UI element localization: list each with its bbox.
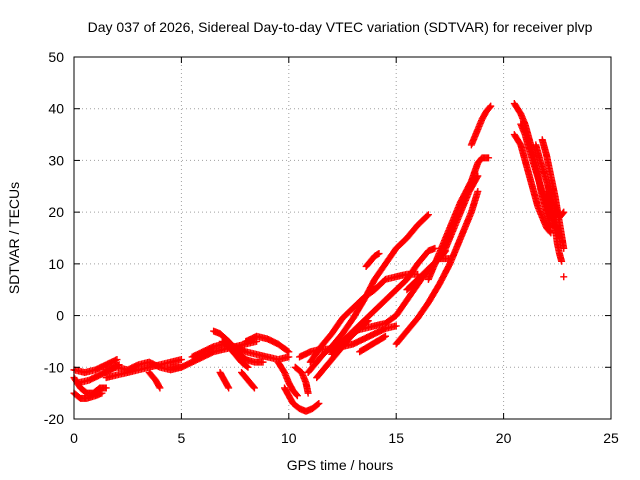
y-tick-label: 40 xyxy=(48,101,64,117)
x-tick-label: 15 xyxy=(388,430,404,446)
x-axis-label: GPS time / hours xyxy=(287,457,394,473)
plot-frame xyxy=(73,56,612,420)
series-arc-24 xyxy=(356,332,389,356)
series-arc-10 xyxy=(210,327,267,366)
series-arc-13 xyxy=(238,368,258,392)
data-point xyxy=(362,262,370,270)
series-arc-32 xyxy=(510,131,555,237)
data-point-sample xyxy=(314,400,322,408)
data-point-sample xyxy=(224,383,232,391)
data-points xyxy=(70,100,568,415)
data-point xyxy=(293,392,301,400)
data-point xyxy=(474,172,482,180)
data-point xyxy=(381,332,389,340)
data-point xyxy=(259,358,267,366)
data-point xyxy=(244,363,252,371)
y-tick-label: 10 xyxy=(48,256,64,272)
series-arc-37 xyxy=(560,273,568,281)
data-point-sample xyxy=(243,362,251,370)
data-point-sample xyxy=(363,261,371,269)
data-point xyxy=(250,384,258,392)
y-tick-label: 20 xyxy=(48,204,64,220)
series-arc-15 xyxy=(274,358,301,400)
data-point xyxy=(315,399,323,407)
data-point xyxy=(560,208,568,216)
data-point xyxy=(102,384,110,392)
data-point-sample xyxy=(423,212,431,220)
series-arc-07 xyxy=(145,368,164,392)
series-arc-17 xyxy=(291,363,312,397)
data-point xyxy=(560,244,568,252)
data-point-sample xyxy=(284,347,292,355)
x-tick-label: 25 xyxy=(603,430,619,446)
data-point-sample xyxy=(486,103,494,111)
series-arc-30 xyxy=(467,102,495,149)
data-point xyxy=(392,322,400,330)
data-point xyxy=(156,384,164,392)
x-tick-label: 0 xyxy=(70,430,78,446)
series-arc-22 xyxy=(328,244,439,358)
data-point-sample xyxy=(473,173,481,181)
series-arc-02 xyxy=(70,389,106,402)
series-arc-25 xyxy=(362,250,383,270)
series-arc-16 xyxy=(281,384,323,415)
data-point xyxy=(431,244,439,252)
axis-ticks xyxy=(73,56,612,420)
series-arc-36 xyxy=(543,187,566,265)
x-tick-label: 10 xyxy=(281,430,297,446)
y-tick-label: 50 xyxy=(48,49,64,65)
chart-title: Day 037 of 2026, Sidereal Day-to-day VTE… xyxy=(88,19,593,35)
series-arc-26 xyxy=(392,187,482,348)
series-arc-12 xyxy=(216,368,233,392)
y-tick-label: 0 xyxy=(56,308,64,324)
series-arc-14 xyxy=(242,332,293,356)
series-arc-11 xyxy=(218,337,252,371)
data-point xyxy=(285,348,293,356)
data-point xyxy=(474,187,482,195)
data-point xyxy=(558,257,566,265)
data-point xyxy=(113,356,121,364)
series-arc-20 xyxy=(306,270,422,366)
data-point xyxy=(424,211,432,219)
x-tick-label: 20 xyxy=(496,430,512,446)
y-tick-label: -20 xyxy=(44,411,64,427)
data-point xyxy=(225,384,233,392)
y-axis-label: SDTVAR / TECUs xyxy=(6,182,22,294)
series-arc-03 xyxy=(70,356,121,376)
y-tick-label: -10 xyxy=(44,359,64,375)
series-arc-29 xyxy=(439,172,482,258)
x-tick-label: 5 xyxy=(178,430,186,446)
y-tick-label: 30 xyxy=(48,152,64,168)
data-point xyxy=(485,154,493,162)
data-point xyxy=(177,356,185,364)
data-point-sample xyxy=(250,383,258,391)
data-point xyxy=(98,389,106,397)
data-point-sample xyxy=(155,383,163,391)
data-point-sample xyxy=(293,391,301,399)
data-point-sample xyxy=(380,333,388,341)
data-point xyxy=(304,389,312,397)
series-arc-35 xyxy=(538,136,568,252)
data-point xyxy=(560,273,568,281)
data-point xyxy=(487,102,495,110)
